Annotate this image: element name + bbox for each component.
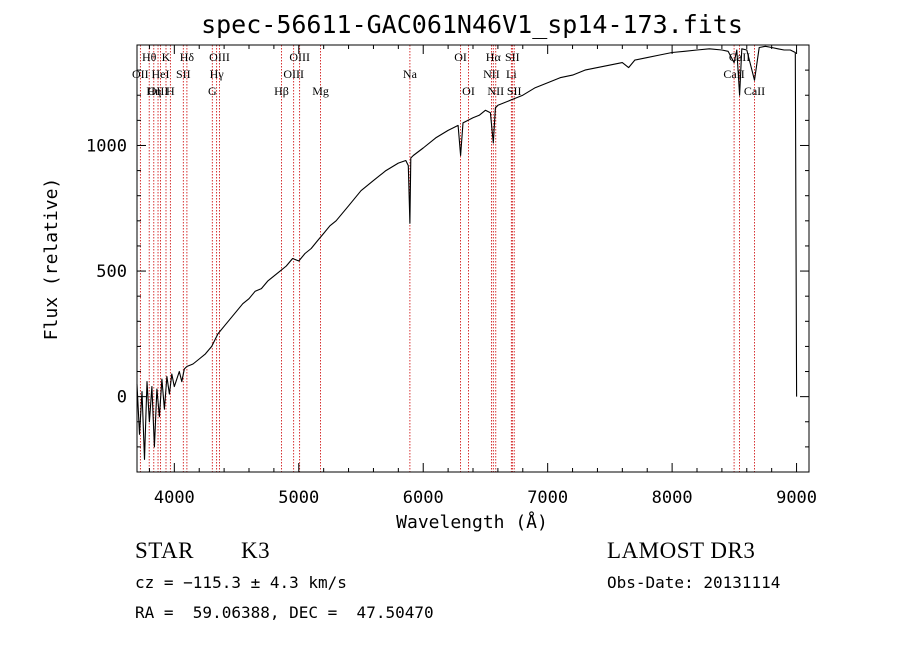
x-tick-label: 6000 bbox=[403, 488, 444, 508]
line-id-label: Hγ bbox=[210, 67, 225, 81]
y-tick-label: 0 bbox=[117, 388, 127, 408]
plot-frame bbox=[136, 44, 810, 473]
line-id-label: SII bbox=[176, 67, 191, 81]
line-id-label: Hδ bbox=[180, 50, 195, 64]
line-id-label: Hβ bbox=[274, 84, 289, 98]
line-id-label: Hη bbox=[146, 84, 161, 98]
observation-date: Obs-Date: 20131114 bbox=[607, 573, 781, 592]
line-id-label: OI bbox=[462, 84, 475, 98]
spectrum-series bbox=[136, 45, 798, 460]
line-id-label: Li bbox=[506, 67, 517, 81]
x-axis-title: Wavelength (Å) bbox=[396, 511, 548, 533]
line-id-label: Mg bbox=[312, 84, 329, 98]
line-id-label: SII bbox=[505, 50, 520, 64]
line-id-label: Hθ bbox=[142, 50, 157, 64]
line-id-label: OIII bbox=[148, 84, 169, 98]
line-id-label: H bbox=[166, 84, 175, 98]
object-class: STAR bbox=[135, 538, 194, 563]
survey-name: LAMOST DR3 bbox=[607, 538, 756, 563]
line-id-label: CaII bbox=[744, 84, 765, 98]
line-id-markers bbox=[139, 45, 755, 472]
line-id-label: NII bbox=[483, 67, 500, 81]
axis-ticks: 4000 5000 6000 7000 8000 9000 0 500 1000 bbox=[86, 44, 817, 508]
line-id-label: K bbox=[162, 50, 171, 64]
x-tick-label: 7000 bbox=[527, 488, 568, 508]
coordinates: RA = 59.06388, DEC = 47.50470 bbox=[135, 603, 434, 622]
line-id-label: CaII bbox=[723, 67, 744, 81]
chart-title: spec-56611-GAC061N46V1_sp14-173.fits bbox=[201, 10, 743, 39]
x-tick-label: 4000 bbox=[154, 488, 195, 508]
line-id-label: OII bbox=[132, 67, 149, 81]
y-tick-label: 1000 bbox=[86, 136, 127, 156]
redshift-value: cz = −115.3 ± 4.3 km/s bbox=[135, 573, 347, 592]
object-subclass: K3 bbox=[241, 538, 271, 563]
line-id-label: Hα bbox=[486, 50, 502, 64]
line-id-label: OI bbox=[454, 50, 467, 64]
line-id-label: G bbox=[208, 84, 217, 98]
line-id-label: NII bbox=[487, 84, 504, 98]
spectrum-line bbox=[136, 45, 798, 460]
line-id-label: OIII bbox=[209, 50, 230, 64]
line-id-label: OIII bbox=[289, 50, 310, 64]
line-id-label: HeI bbox=[152, 67, 170, 81]
x-tick-label: 8000 bbox=[652, 488, 693, 508]
x-tick-label: 5000 bbox=[278, 488, 319, 508]
line-id-label: OIII bbox=[283, 67, 304, 81]
y-axis-title: Flux (relative) bbox=[41, 178, 62, 341]
line-id-label: SII bbox=[507, 84, 522, 98]
line-id-label: Na bbox=[403, 67, 418, 81]
x-tick-label: 9000 bbox=[776, 488, 817, 508]
y-tick-label: 500 bbox=[96, 262, 127, 282]
